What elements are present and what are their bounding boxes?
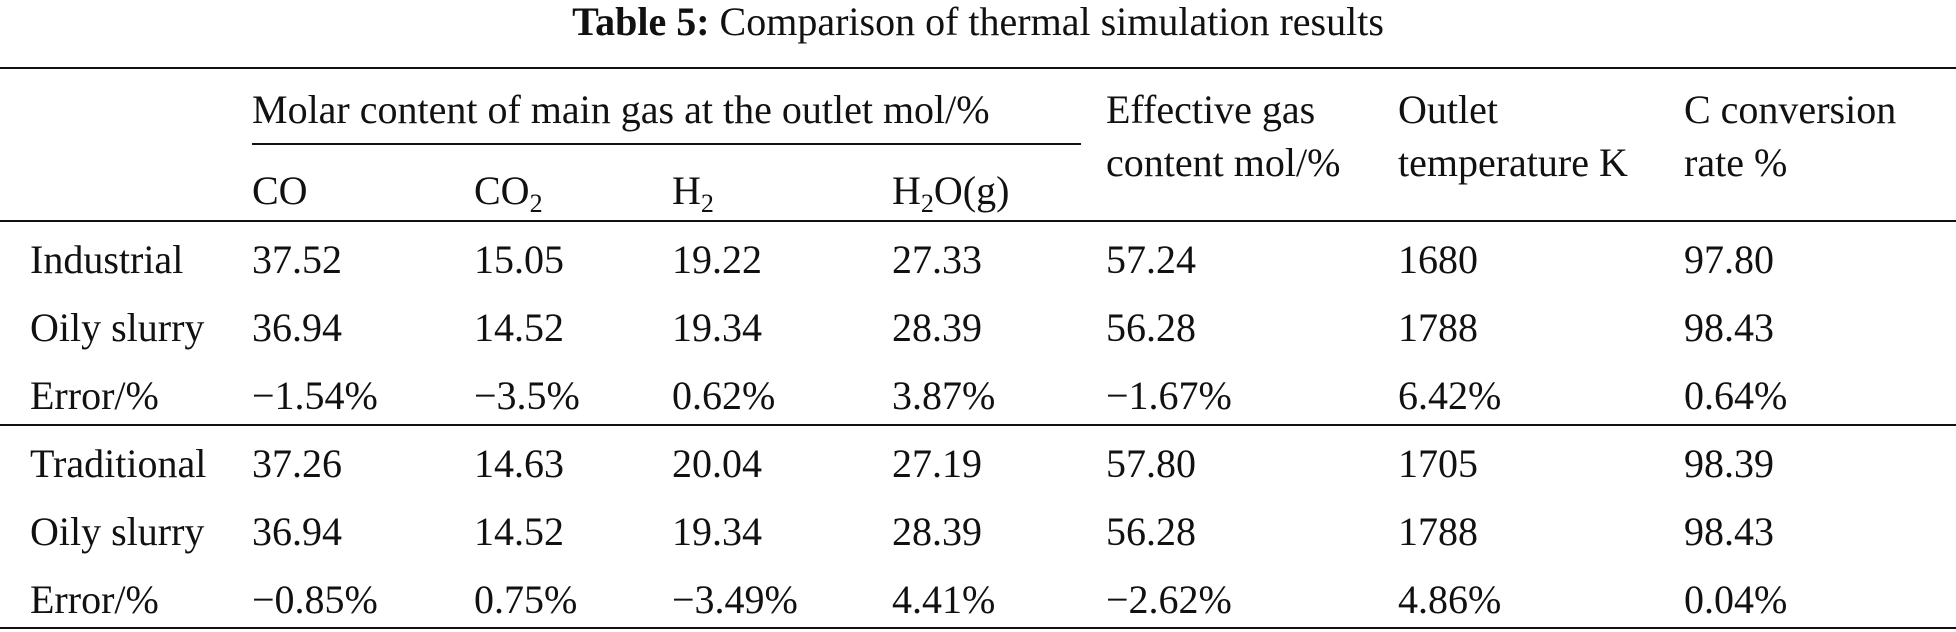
col-header-conversion-line1: C conversion [1684, 87, 1897, 132]
h2-subscript: 2 [700, 189, 714, 218]
cell-co2: 15.05 [474, 237, 564, 282]
table-caption-label: Table 5: [572, 0, 710, 44]
cell-h2o: 3.87% [892, 373, 996, 418]
cell-conversion: 98.43 [1684, 509, 1774, 554]
cell-outlet: 4.86% [1398, 577, 1502, 622]
cell-co2: 14.52 [474, 305, 564, 350]
cell-h2o: 28.39 [892, 305, 982, 350]
cell-h2o: 27.33 [892, 237, 982, 282]
cell-conversion: 0.64% [1684, 373, 1788, 418]
col-header-effective-line2: content mol/% [1106, 140, 1341, 185]
col-header-h2: H2 [672, 165, 714, 217]
h2o-base: H [892, 168, 921, 213]
cell-h2o: 28.39 [892, 509, 982, 554]
col-header-h2o: H2O(g) [892, 165, 1009, 217]
cell-co2: −3.5% [474, 373, 580, 418]
cell-co: 37.52 [252, 237, 342, 282]
cell-conversion: 97.80 [1684, 237, 1774, 282]
row-label: Oily slurry [30, 509, 205, 554]
middle-rule [0, 424, 1956, 426]
col-header-co2: CO2 [474, 165, 543, 217]
cell-conversion: 98.39 [1684, 441, 1774, 486]
cell-outlet: 1705 [1398, 441, 1478, 486]
table-caption-text: Comparison of thermal simulation results [719, 0, 1384, 44]
row-label: Industrial [30, 237, 184, 282]
cell-co: −0.85% [252, 577, 378, 622]
col-header-effective-line1: Effective gas [1106, 87, 1316, 132]
row-label: Error/% [30, 577, 159, 622]
table-caption: Table 5: Comparison of thermal simulatio… [0, 0, 1956, 44]
header-bottom-rule [0, 220, 1956, 222]
h2o-subscript: 2 [920, 189, 934, 218]
cell-conversion: 0.04% [1684, 577, 1788, 622]
cell-effective: 56.28 [1106, 509, 1196, 554]
cell-co2: 14.63 [474, 441, 564, 486]
cell-outlet: 6.42% [1398, 373, 1502, 418]
cell-co: 36.94 [252, 305, 342, 350]
cell-h2: 20.04 [672, 441, 762, 486]
h2o-rest: O(g) [933, 168, 1010, 213]
bottom-rule [0, 627, 1956, 629]
co2-base: CO [474, 168, 530, 213]
cell-h2: −3.49% [672, 577, 798, 622]
h2-base: H [672, 168, 701, 213]
cell-outlet: 1788 [1398, 305, 1478, 350]
cell-effective: −2.62% [1106, 577, 1232, 622]
col-header-outlet-line1: Outlet [1398, 87, 1498, 132]
cell-outlet: 1788 [1398, 509, 1478, 554]
group-header-underline [252, 143, 1081, 145]
group-header: Molar content of main gas at the outlet … [252, 87, 990, 132]
top-rule [0, 67, 1956, 69]
co2-subscript: 2 [529, 189, 543, 218]
col-header-outlet-line2: temperature K [1398, 140, 1628, 185]
row-label: Traditional [30, 441, 207, 486]
row-label: Oily slurry [30, 305, 205, 350]
cell-effective: 57.80 [1106, 441, 1196, 486]
cell-effective: −1.67% [1106, 373, 1232, 418]
cell-co: 37.26 [252, 441, 342, 486]
cell-co: 36.94 [252, 509, 342, 554]
cell-h2: 0.62% [672, 373, 776, 418]
cell-effective: 56.28 [1106, 305, 1196, 350]
cell-co2: 14.52 [474, 509, 564, 554]
cell-effective: 57.24 [1106, 237, 1196, 282]
cell-outlet: 1680 [1398, 237, 1478, 282]
cell-co2: 0.75% [474, 577, 578, 622]
cell-h2o: 27.19 [892, 441, 982, 486]
cell-conversion: 98.43 [1684, 305, 1774, 350]
cell-h2o: 4.41% [892, 577, 996, 622]
col-header-co: CO [252, 168, 308, 213]
col-header-conversion-line2: rate % [1684, 140, 1788, 185]
cell-h2: 19.34 [672, 305, 762, 350]
cell-co: −1.54% [252, 373, 378, 418]
row-label: Error/% [30, 373, 159, 418]
cell-h2: 19.22 [672, 237, 762, 282]
cell-h2: 19.34 [672, 509, 762, 554]
